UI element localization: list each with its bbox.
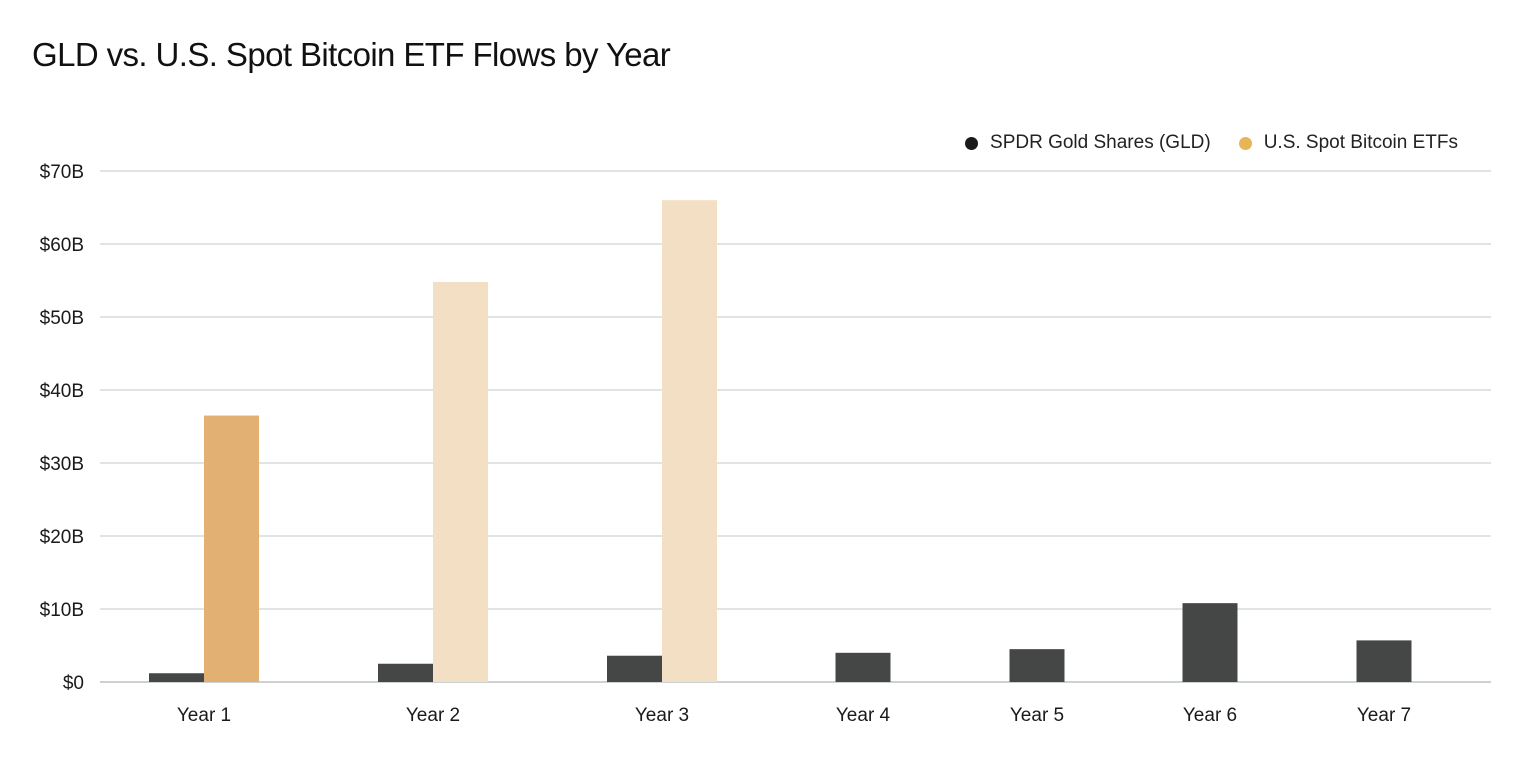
y-tick-label: $20B (40, 527, 84, 548)
chart-title: GLD vs. U.S. Spot Bitcoin ETF Flows by Y… (32, 36, 671, 73)
x-tick-label: Year 2 (406, 705, 460, 726)
bar-gld (607, 655, 662, 682)
bar-gld (1356, 640, 1412, 682)
bar-bitcoin (662, 200, 717, 682)
x-tick-label: Year 3 (635, 705, 689, 726)
y-tick-label: $40B (40, 381, 84, 402)
x-tick-label: Year 1 (177, 705, 231, 726)
y-tick-label: $50B (40, 308, 84, 329)
bar-gld (835, 652, 891, 682)
y-tick-label: $60B (40, 235, 84, 256)
legend-item-bitcoin: U.S. Spot Bitcoin ETFs (1238, 132, 1458, 154)
legend-marker-gld (965, 136, 979, 150)
legend-label-bitcoin: U.S. Spot Bitcoin ETFs (1263, 132, 1458, 153)
bar-gld (1009, 649, 1065, 682)
x-tick-label: Year 7 (1357, 705, 1411, 726)
x-tick-label: Year 4 (836, 705, 891, 726)
legend-item-gld: SPDR Gold Shares (GLD) (965, 132, 1211, 154)
chart-legend: SPDR Gold Shares (GLD) U.S. Spot Bitcoin… (965, 132, 1458, 154)
bar-gld (149, 673, 204, 682)
y-tick-label: $70B (40, 162, 84, 183)
x-tick-label: Year 5 (1010, 705, 1064, 726)
bar-gld (378, 663, 433, 682)
bar-gld (1182, 603, 1238, 682)
bar-bitcoin (433, 281, 488, 682)
y-tick-label: $10B (40, 600, 84, 621)
bar-bitcoin (204, 415, 259, 682)
legend-marker-bitcoin (1238, 136, 1252, 150)
y-tick-label: $30B (40, 454, 84, 475)
x-tick-label: Year 6 (1183, 705, 1237, 726)
legend-label-gld: SPDR Gold Shares (GLD) (990, 132, 1211, 153)
y-tick-label: $0 (63, 673, 84, 694)
